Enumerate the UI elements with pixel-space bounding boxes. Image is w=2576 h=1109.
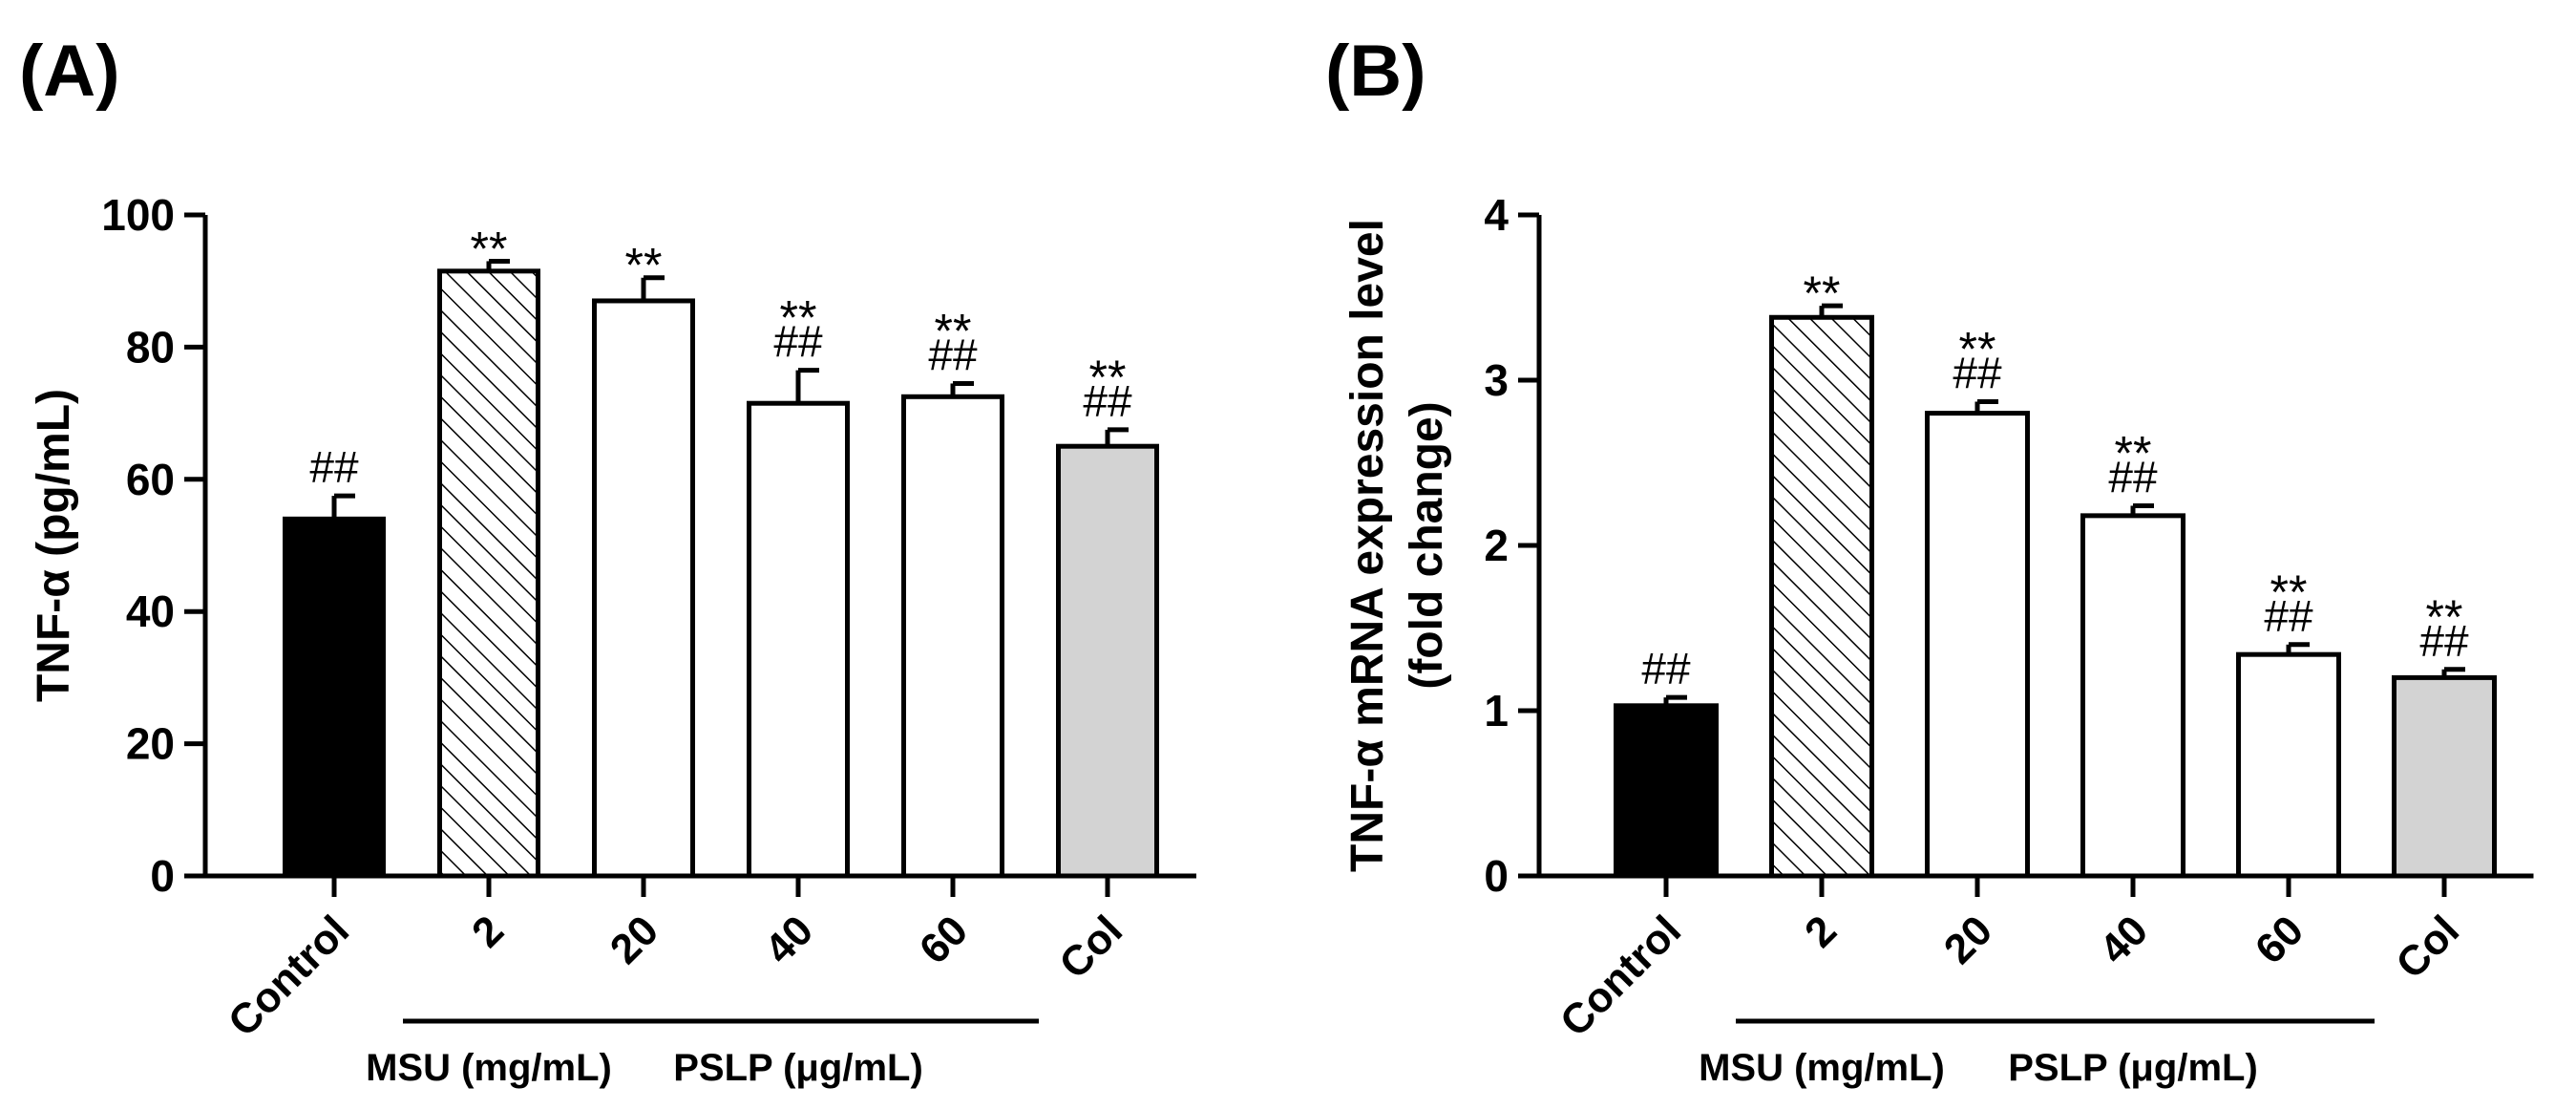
x-tick-label: 60: [2247, 906, 2312, 972]
bar: [2080, 513, 2185, 879]
panel-b-chart: (B) 0 1 2 3 4 TNF-α mRNA expression level (fold…: [1325, 31, 2534, 1089]
bar: [437, 268, 540, 879]
panel-a-chart: (A) 0 20 40 60 80 100 TNF-α (pg/mL) Control ## 2 **…: [19, 31, 1196, 1089]
bar: [1056, 443, 1159, 879]
star-annotation: **: [1959, 322, 1996, 375]
star-annotation: **: [471, 222, 508, 275]
bar: [901, 394, 1004, 879]
y-tick-label: 40: [126, 586, 175, 636]
hash-annotation: ##: [1083, 376, 1132, 426]
y-tick-label: 0: [150, 851, 175, 901]
group-label: PSLP (μg/mL): [673, 1047, 923, 1089]
bar: [1769, 314, 1874, 879]
star-annotation: **: [2115, 426, 2152, 480]
group-label: MSU (mg/mL): [1699, 1047, 1945, 1089]
x-tick-label: 20: [602, 906, 667, 972]
x-tick-label: 2: [463, 906, 513, 956]
hash-annotation: ##: [1641, 644, 1691, 693]
y-tick-label: 4: [1484, 190, 1509, 240]
bar: [1925, 411, 2030, 879]
x-tick-label: Col: [1050, 906, 1131, 988]
y-tick-label: 2: [1484, 521, 1509, 570]
star-annotation: **: [1089, 351, 1127, 404]
bar: [2236, 651, 2341, 879]
y-tick-label: 100: [101, 190, 175, 240]
hash-annotation: ##: [928, 330, 978, 379]
x-tick-label: 40: [756, 906, 822, 972]
y-tick-label: 1: [1484, 686, 1509, 736]
group-label: MSU (mg/mL): [366, 1047, 612, 1089]
x-tick-label: 2: [1796, 906, 1846, 956]
x-tick-label: 40: [2091, 906, 2157, 972]
y-tick-label: 80: [126, 322, 175, 372]
hash-annotation: ##: [773, 317, 823, 367]
y-tick-label: 3: [1484, 355, 1509, 405]
x-tick-label: 60: [911, 906, 977, 972]
y-tick-label: 20: [126, 719, 175, 769]
bar: [747, 400, 850, 879]
star-annotation: **: [2426, 590, 2463, 644]
panel-label: (B): [1325, 31, 1426, 112]
x-tick-label: Control: [220, 906, 358, 1045]
y-axis-label: (fold change): [1402, 401, 1452, 689]
hash-annotation: ##: [1953, 348, 2002, 397]
hash-annotation: ##: [2108, 452, 2158, 501]
y-axis-label: TNF-α (pg/mL): [29, 389, 79, 702]
panel-label: (A): [19, 31, 120, 112]
y-tick-label: 60: [126, 455, 175, 504]
group-label: PSLP (μg/mL): [2008, 1047, 2258, 1089]
star-annotation: **: [2270, 565, 2308, 619]
x-tick-label: Control: [1552, 906, 1690, 1045]
hash-annotation: ##: [2264, 591, 2313, 641]
y-axis-label: TNF-α mRNA expression level: [1342, 219, 1393, 872]
bar: [1614, 703, 1719, 879]
star-annotation: **: [935, 304, 972, 357]
x-tick-label: Col: [2387, 906, 2468, 988]
bar: [2392, 674, 2497, 879]
hash-annotation: ##: [309, 442, 359, 492]
y-tick-label: 0: [1484, 851, 1509, 901]
star-annotation: **: [780, 291, 817, 345]
hash-annotation: ##: [2419, 616, 2469, 666]
bar: [283, 516, 386, 879]
bar: [592, 298, 695, 879]
x-tick-label: 20: [1935, 906, 2001, 972]
star-annotation: **: [625, 239, 663, 292]
star-annotation: **: [1804, 267, 1841, 320]
